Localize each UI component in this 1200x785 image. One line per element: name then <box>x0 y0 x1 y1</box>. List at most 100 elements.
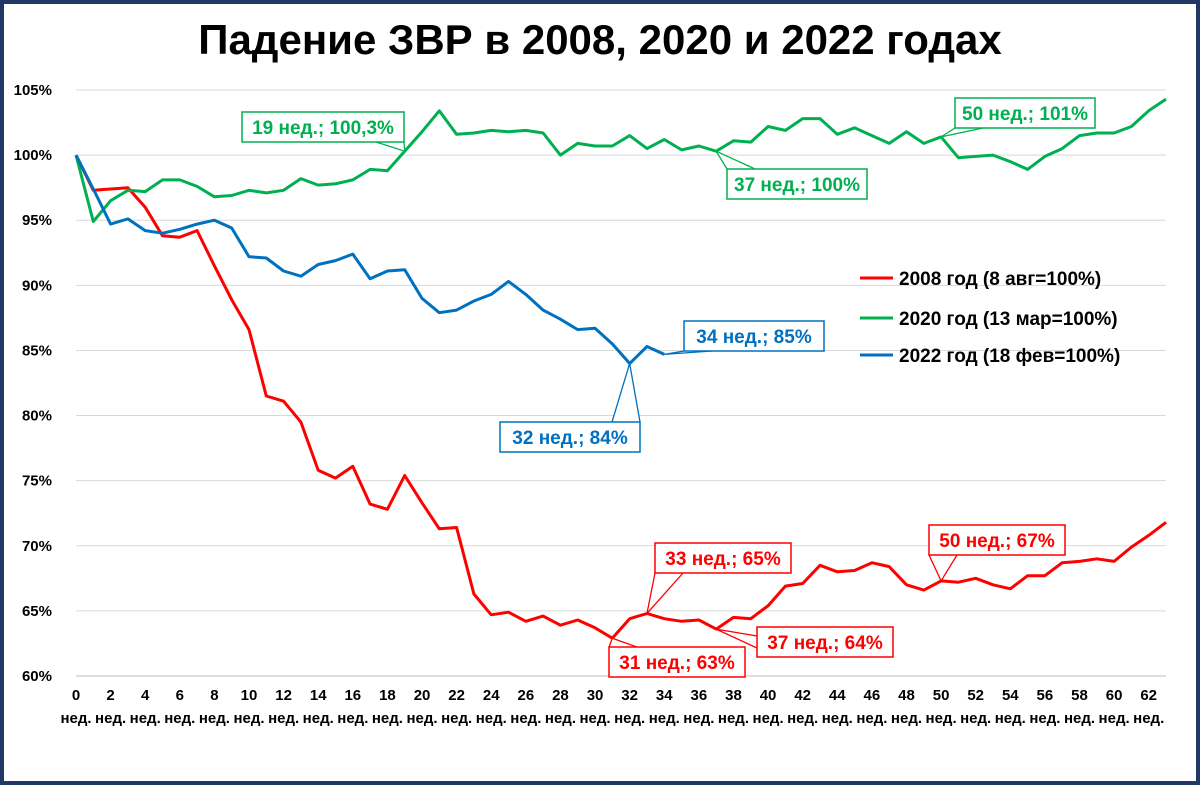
x-tick-label: 26 <box>517 687 534 704</box>
x-tick-label: 16 <box>344 687 361 704</box>
y-tick-label: 65% <box>22 603 52 620</box>
callout-label: 31 нед.; 63% <box>619 653 735 674</box>
callout: 19 нед.; 100,3% <box>241 111 406 153</box>
x-tick-label: 58 <box>1071 687 1088 704</box>
x-tick-label: 6 <box>176 687 184 704</box>
legend-label: 2022 год (18 фев=100%) <box>899 346 1120 367</box>
callout-label: 37 нед.; 100% <box>734 175 860 196</box>
callout-leader <box>714 149 756 170</box>
callout-label: 32 нед.; 84% <box>512 428 628 449</box>
callout-leader <box>664 350 713 355</box>
x-tick-unit: нед. <box>60 710 91 727</box>
y-tick-label: 90% <box>22 277 52 294</box>
chart-title: Падение ЗВР в 2008, 2020 и 2022 годах <box>198 16 1002 63</box>
callout-label: 19 нед.; 100,3% <box>252 118 394 139</box>
x-tick-unit: нед. <box>441 710 472 727</box>
callout: 50 нед.; 101% <box>940 97 1096 138</box>
y-tick-label: 75% <box>22 473 52 490</box>
x-tick-unit: нед. <box>891 710 922 727</box>
callout-box <box>954 97 1096 129</box>
x-tick-unit: нед. <box>787 710 818 727</box>
x-tick-label: 32 <box>621 687 638 704</box>
callout: 37 нед.; 100% <box>714 149 868 200</box>
x-tick-label: 56 <box>1037 687 1054 704</box>
x-tick-label: 14 <box>310 687 327 704</box>
callout-label: 50 нед.; 101% <box>962 104 1088 125</box>
callout-leader <box>608 637 638 648</box>
x-tick-unit: нед. <box>683 710 714 727</box>
callout: 32 нед.; 84% <box>499 363 641 453</box>
callout-label: 33 нед.; 65% <box>665 549 781 570</box>
y-tick-label: 70% <box>22 538 52 555</box>
callout-label: 50 нед.; 67% <box>939 531 1055 552</box>
x-tick-label: 2 <box>106 687 114 704</box>
x-tick-label: 46 <box>864 687 881 704</box>
x-tick-unit: нед. <box>1064 710 1095 727</box>
x-tick-label: 8 <box>210 687 218 704</box>
callout-leader <box>645 572 684 616</box>
callout-leader <box>715 628 758 649</box>
x-tick-unit: нед. <box>268 710 299 727</box>
callout-leader <box>375 141 406 153</box>
callout-box <box>654 542 792 574</box>
callout-box <box>683 320 825 352</box>
x-tick-unit: нед. <box>1029 710 1060 727</box>
x-tick-label: 38 <box>725 687 742 704</box>
callout-leader <box>611 363 641 423</box>
y-tick-label: 95% <box>22 212 52 229</box>
x-tick-unit: нед. <box>822 710 853 727</box>
legend-label: 2008 год (8 авг=100%) <box>899 269 1101 290</box>
callout-label: 34 нед.; 85% <box>696 327 812 348</box>
x-tick-unit: нед. <box>95 710 126 727</box>
callout-leader <box>940 127 984 138</box>
x-tick-label: 22 <box>448 687 465 704</box>
x-tick-unit: нед. <box>960 710 991 727</box>
callout-box <box>499 421 641 453</box>
y-tick-label: 105% <box>14 82 52 99</box>
y-tick-label: 80% <box>22 408 52 425</box>
callout: 33 нед.; 65% <box>645 542 792 616</box>
callout: 34 нед.; 85% <box>664 320 825 355</box>
x-tick-unit: нед. <box>1133 710 1164 727</box>
x-tick-unit: нед. <box>995 710 1026 727</box>
callout: 31 нед.; 63% <box>608 637 746 678</box>
callout-box <box>726 168 868 200</box>
x-tick-unit: нед. <box>649 710 680 727</box>
y-tick-label: 100% <box>14 147 52 164</box>
x-tick-label: 30 <box>587 687 604 704</box>
series-line-0 <box>74 154 1167 640</box>
x-tick-label: 50 <box>933 687 950 704</box>
x-tick-unit: нед. <box>614 710 645 727</box>
legend-label: 2020 год (13 мар=100%) <box>899 309 1118 330</box>
callout-box <box>928 524 1066 556</box>
callout: 50 нед.; 67% <box>928 524 1066 583</box>
callout-box <box>241 111 405 143</box>
x-tick-unit: нед. <box>233 710 264 727</box>
x-tick-unit: нед. <box>718 710 749 727</box>
x-tick-label: 24 <box>483 687 500 704</box>
x-tick-label: 52 <box>967 687 984 704</box>
y-tick-label: 60% <box>22 668 52 685</box>
x-tick-unit: нед. <box>510 710 541 727</box>
x-tick-label: 34 <box>656 687 673 704</box>
x-tick-unit: нед. <box>406 710 437 727</box>
x-tick-unit: нед. <box>926 710 957 727</box>
x-tick-unit: нед. <box>545 710 576 727</box>
series-line-2 <box>74 154 665 365</box>
x-tick-label: 0 <box>72 687 80 704</box>
x-tick-label: 4 <box>141 687 150 704</box>
x-tick-unit: нед. <box>580 710 611 727</box>
x-tick-label: 28 <box>552 687 569 704</box>
x-tick-unit: нед. <box>856 710 887 727</box>
x-tick-label: 54 <box>1002 687 1019 704</box>
callout-leader <box>928 554 958 583</box>
x-tick-label: 48 <box>898 687 915 704</box>
series-line-1 <box>74 97 1167 223</box>
x-tick-label: 10 <box>241 687 258 704</box>
x-tick-label: 18 <box>379 687 396 704</box>
x-tick-label: 44 <box>829 687 846 704</box>
x-tick-unit: нед. <box>372 710 403 727</box>
x-tick-label: 60 <box>1106 687 1123 704</box>
